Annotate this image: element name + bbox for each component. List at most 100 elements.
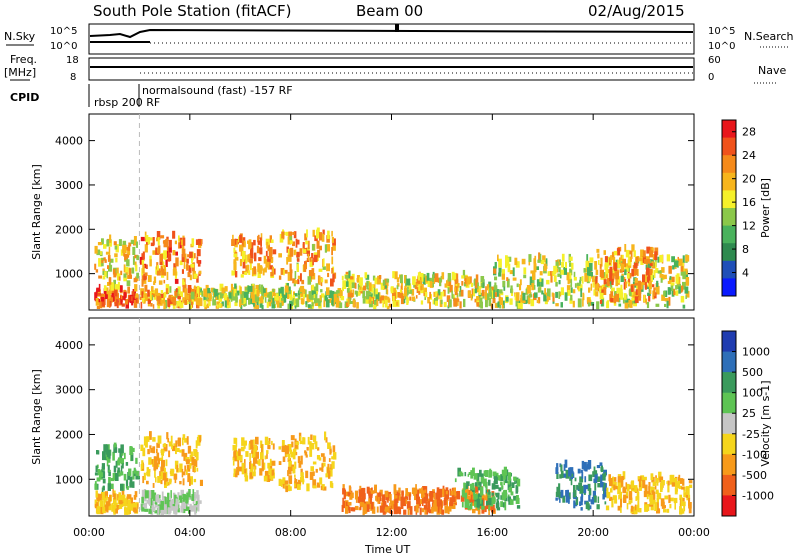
data-cell <box>624 264 629 273</box>
data-cell <box>166 236 169 241</box>
data-cell <box>631 268 635 277</box>
data-cell <box>435 297 438 302</box>
data-cell <box>421 283 424 291</box>
data-cell <box>311 285 314 294</box>
data-cell <box>501 469 505 476</box>
data-cell <box>320 485 323 491</box>
colorbar-tick-label: 1000 <box>742 346 770 359</box>
data-cell <box>118 492 121 499</box>
data-cell <box>113 510 116 515</box>
data-cell <box>129 476 133 485</box>
data-cell <box>162 252 165 259</box>
data-cell <box>598 260 600 265</box>
data-cell <box>179 497 183 503</box>
data-cell <box>246 264 250 274</box>
data-cell <box>639 508 642 513</box>
data-cell <box>473 279 477 286</box>
data-cell <box>659 254 663 263</box>
data-cell <box>292 449 296 456</box>
data-cell <box>97 242 102 246</box>
data-cell <box>94 245 98 254</box>
data-cell <box>476 296 480 301</box>
data-cell <box>309 441 312 450</box>
data-cell <box>305 260 307 270</box>
data-cell <box>453 502 457 506</box>
data-cell <box>314 435 317 445</box>
data-cell <box>177 492 180 498</box>
data-cell <box>316 482 321 488</box>
data-cell <box>492 496 496 504</box>
data-cell <box>619 257 621 265</box>
data-cell <box>163 250 167 257</box>
data-cell <box>100 507 104 515</box>
data-cell <box>510 491 514 496</box>
data-cell <box>494 262 497 269</box>
data-cell <box>582 298 584 307</box>
data-cell <box>591 497 596 501</box>
ytick-label: 2000 <box>55 223 83 236</box>
data-cell <box>196 256 199 264</box>
data-cell <box>123 473 127 481</box>
data-cell <box>322 258 324 268</box>
data-cell <box>514 480 516 484</box>
data-cell <box>604 492 607 498</box>
data-cell <box>97 292 101 296</box>
data-cell <box>170 468 174 477</box>
data-cell <box>421 490 425 499</box>
data-cell <box>335 299 340 308</box>
data-cell <box>234 265 236 275</box>
data-cell <box>647 504 650 512</box>
data-cell <box>408 493 411 501</box>
data-cell <box>140 236 145 242</box>
data-cell <box>179 463 183 473</box>
data-cell <box>681 285 684 292</box>
data-cell <box>626 273 630 279</box>
data-cell <box>370 492 373 498</box>
data-cell <box>429 291 432 299</box>
data-cell <box>254 252 257 262</box>
data-cell <box>582 292 585 301</box>
data-cell <box>261 465 264 472</box>
data-cell <box>127 247 131 256</box>
data-cell <box>279 302 282 308</box>
data-cell <box>586 275 590 284</box>
data-cell <box>606 491 611 499</box>
data-cell <box>168 441 173 447</box>
data-cell <box>429 277 432 282</box>
data-cell <box>266 301 269 308</box>
data-cell <box>333 294 337 303</box>
data-cell <box>280 300 284 306</box>
data-cell <box>476 302 480 307</box>
data-cell <box>129 482 134 488</box>
data-cell <box>378 275 382 280</box>
data-cell <box>151 286 154 293</box>
data-cell <box>113 465 117 473</box>
data-cell <box>507 256 512 262</box>
data-cell <box>396 491 400 496</box>
data-cell <box>182 281 185 285</box>
data-cell <box>653 287 656 297</box>
data-cell <box>95 465 98 473</box>
data-cell <box>577 298 582 308</box>
data-cell <box>332 445 336 453</box>
data-cell <box>429 493 433 502</box>
data-cell <box>311 302 314 307</box>
data-cell <box>156 452 160 461</box>
data-cell <box>326 263 330 272</box>
data-cell <box>498 487 502 492</box>
data-cell <box>664 495 669 500</box>
data-cell <box>679 480 683 484</box>
data-cell <box>108 289 113 294</box>
data-cell <box>396 277 400 283</box>
data-cell <box>480 301 483 309</box>
data-cell <box>142 294 146 302</box>
data-cell <box>164 467 166 473</box>
data-cell <box>605 269 609 279</box>
data-cell <box>325 437 328 443</box>
data-cell <box>270 475 273 481</box>
data-cell <box>293 249 296 256</box>
data-cell <box>155 247 159 255</box>
data-cell <box>436 490 439 498</box>
data-cell <box>129 497 133 504</box>
